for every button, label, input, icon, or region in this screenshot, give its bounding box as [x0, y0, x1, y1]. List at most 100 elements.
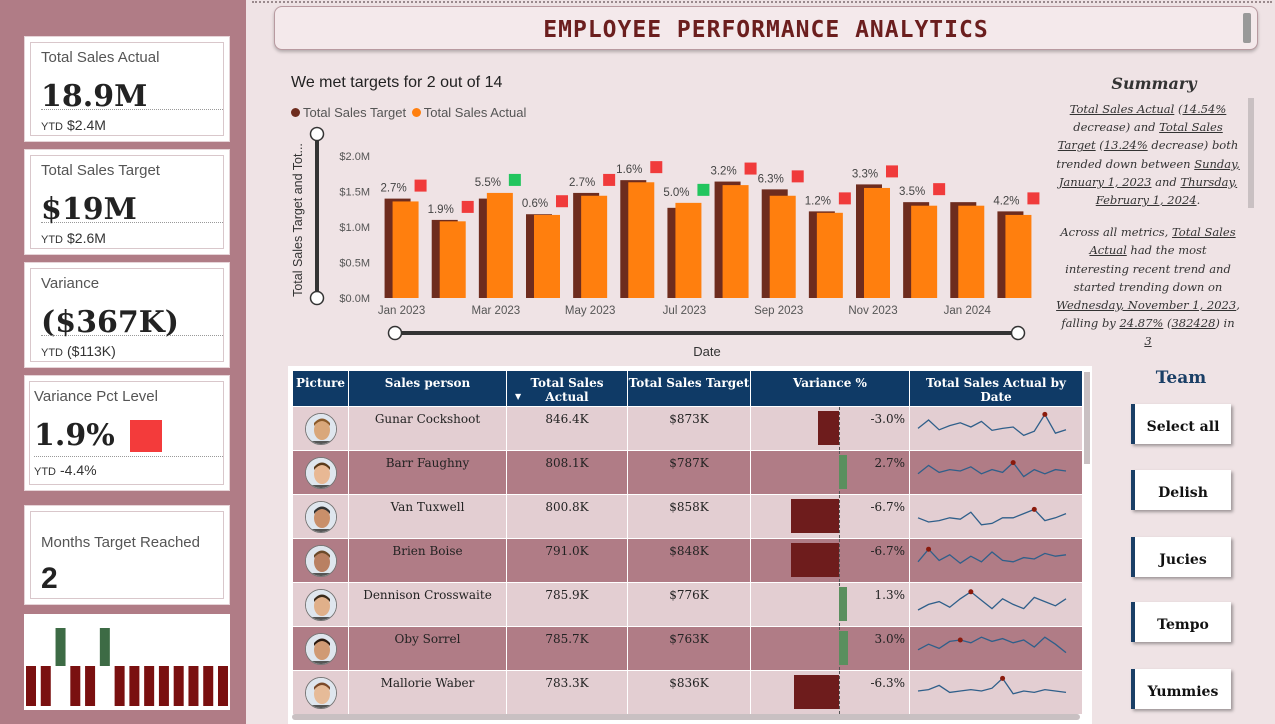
variance-data-label: 3.2% [710, 166, 736, 178]
variance-cell: -3.0% [750, 406, 910, 451]
column-header-picture[interactable]: Picture [292, 370, 349, 407]
team-button-tempo[interactable]: Tempo [1131, 602, 1231, 642]
sparkline [917, 506, 1067, 526]
variance-value: 2.7% [874, 456, 906, 470]
mini-chart-bar[interactable] [114, 666, 125, 706]
x-tick-label: May 2023 [565, 305, 616, 317]
legend-label-target[interactable]: Total Sales Target [303, 105, 407, 120]
summary-scrollbar[interactable] [1248, 98, 1254, 208]
actual-bar[interactable] [864, 187, 890, 298]
ytd-value: $2.6M [67, 230, 106, 246]
variance-data-label: 1.9% [428, 204, 454, 216]
mini-chart-bar[interactable] [40, 666, 51, 706]
sort-desc-icon: ▼ [515, 391, 522, 401]
summary-highlight: Total Sales Actual [1089, 225, 1236, 258]
summary-text: . [1196, 193, 1201, 208]
actual-bar[interactable] [534, 214, 560, 298]
actual-bar[interactable] [675, 202, 702, 298]
actual-bar[interactable] [486, 192, 513, 298]
mini-chart-bar[interactable] [173, 666, 184, 706]
total-sales-actual-cell: 791.0K [506, 538, 628, 583]
target-missed-indicator [603, 173, 616, 186]
actual-bar[interactable] [958, 205, 985, 298]
target-missed-indicator [1027, 192, 1040, 205]
mini-chart-bar[interactable] [85, 666, 96, 706]
y-axis-label: Total Sales Target and Tot... [291, 143, 305, 297]
mini-chart-bar[interactable] [203, 666, 214, 706]
table-vertical-scrollbar[interactable] [1084, 372, 1090, 464]
mini-chart-bar[interactable] [55, 628, 66, 666]
actual-bar[interactable] [581, 195, 608, 298]
mini-chart-bar[interactable] [158, 666, 169, 706]
months-reached-mini-chart [24, 614, 230, 710]
summary-text: ( [1174, 102, 1183, 116]
actual-bar[interactable] [816, 212, 843, 298]
x-tick-label: Jan 2024 [944, 305, 992, 317]
team-button-yummies[interactable]: Yummies [1131, 669, 1231, 709]
table-row[interactable]: Brien Boise 791.0K $848K -6.7% [292, 538, 1083, 583]
sparkline-cell [909, 450, 1083, 495]
team-button-delish[interactable]: Delish [1131, 470, 1231, 510]
x-tick-label: Mar 2023 [472, 305, 521, 317]
x-axis-slider-handle[interactable] [387, 325, 403, 341]
actual-bar[interactable] [392, 201, 419, 298]
column-header-sales-person[interactable]: Sales person [348, 370, 507, 407]
variance-cell: 1.3% [750, 582, 910, 627]
team-button-jucies[interactable]: Jucies [1131, 537, 1231, 577]
actual-bar[interactable] [769, 195, 796, 298]
x-tick-label: Jul 2023 [663, 305, 706, 317]
table-row[interactable]: Gunar Cockshoot 846.4K $873K -3.0% [292, 406, 1083, 451]
mini-chart-bar[interactable] [70, 666, 81, 706]
mini-chart-bar[interactable] [99, 628, 110, 666]
summary-highlight: Total Sales Actual [1069, 102, 1175, 116]
team-button-select-all[interactable]: Select all [1131, 404, 1231, 444]
sparkline-peak-marker [957, 637, 963, 643]
kpi-label: Months Target Reached [41, 534, 200, 551]
summary-highlight: 13.24% [1103, 138, 1148, 153]
y-axis-slider-handle[interactable] [309, 126, 325, 142]
table-row[interactable]: Oby Sorrel 785.7K $763K 3.0% [292, 626, 1083, 671]
table-row[interactable]: Mallorie Waber 783.3K $836K -6.3% [292, 670, 1083, 715]
mini-chart-bar[interactable] [218, 666, 228, 706]
summary-text: decrease) both trended down between [1056, 138, 1239, 171]
target-missed-indicator [650, 161, 663, 174]
total-sales-target-cell: $873K [627, 406, 751, 451]
summary-highlight: 382428 [1171, 316, 1216, 331]
ytd-label: YTD [41, 234, 63, 246]
ytd-label: YTD [41, 347, 63, 359]
column-header-total-sales-actual[interactable]: Total Sales Actual ▼ [506, 370, 628, 407]
header-scrollbar[interactable] [1243, 13, 1251, 43]
variance-data-label: 4.2% [993, 195, 1019, 207]
variance-data-label: 5.5% [475, 177, 501, 189]
column-header-sales-by-date[interactable]: Total Sales Actual by Date [909, 370, 1083, 407]
variance-axis [839, 539, 840, 582]
kpi-label: Variance Pct Level [34, 388, 158, 405]
table-row[interactable]: Dennison Crosswaite 785.9K $776K 1.3% [292, 582, 1083, 627]
actual-bar[interactable] [628, 182, 655, 298]
kpi-value: ($367K) [41, 305, 179, 340]
mini-chart-bar[interactable] [144, 666, 155, 706]
table-horizontal-scrollbar[interactable] [292, 714, 1080, 720]
variance-bar [839, 631, 848, 665]
actual-bar[interactable] [722, 185, 749, 298]
target-missed-indicator [838, 192, 851, 205]
x-axis-label: Date [693, 344, 720, 359]
y-tick-label: $1.5M [339, 187, 370, 199]
column-header-variance-pct[interactable]: Variance % [750, 370, 910, 407]
target-missed-indicator [791, 170, 804, 183]
target-missed-indicator [414, 179, 427, 192]
column-header-total-sales-target[interactable]: Total Sales Target [627, 370, 751, 407]
legend-label-actual[interactable]: Total Sales Actual [423, 105, 527, 120]
mini-chart-bar[interactable] [188, 666, 199, 706]
actual-bar[interactable] [439, 221, 466, 298]
summary-narrative: Total Sales Actual (14.54% decrease) and… [1056, 100, 1240, 365]
mini-chart-bar[interactable] [129, 666, 140, 706]
table-row[interactable]: Van Tuxwell 800.8K $858K -6.7% [292, 494, 1083, 539]
x-axis-slider-handle[interactable] [1010, 325, 1026, 341]
y-axis-slider-handle[interactable] [309, 290, 325, 306]
table-row[interactable]: Barr Faughny 808.1K $787K 2.7% [292, 450, 1083, 495]
sparkline-cell [909, 626, 1083, 671]
mini-chart-bar[interactable] [26, 666, 36, 706]
actual-bar[interactable] [1005, 214, 1032, 298]
actual-bar[interactable] [911, 205, 938, 298]
